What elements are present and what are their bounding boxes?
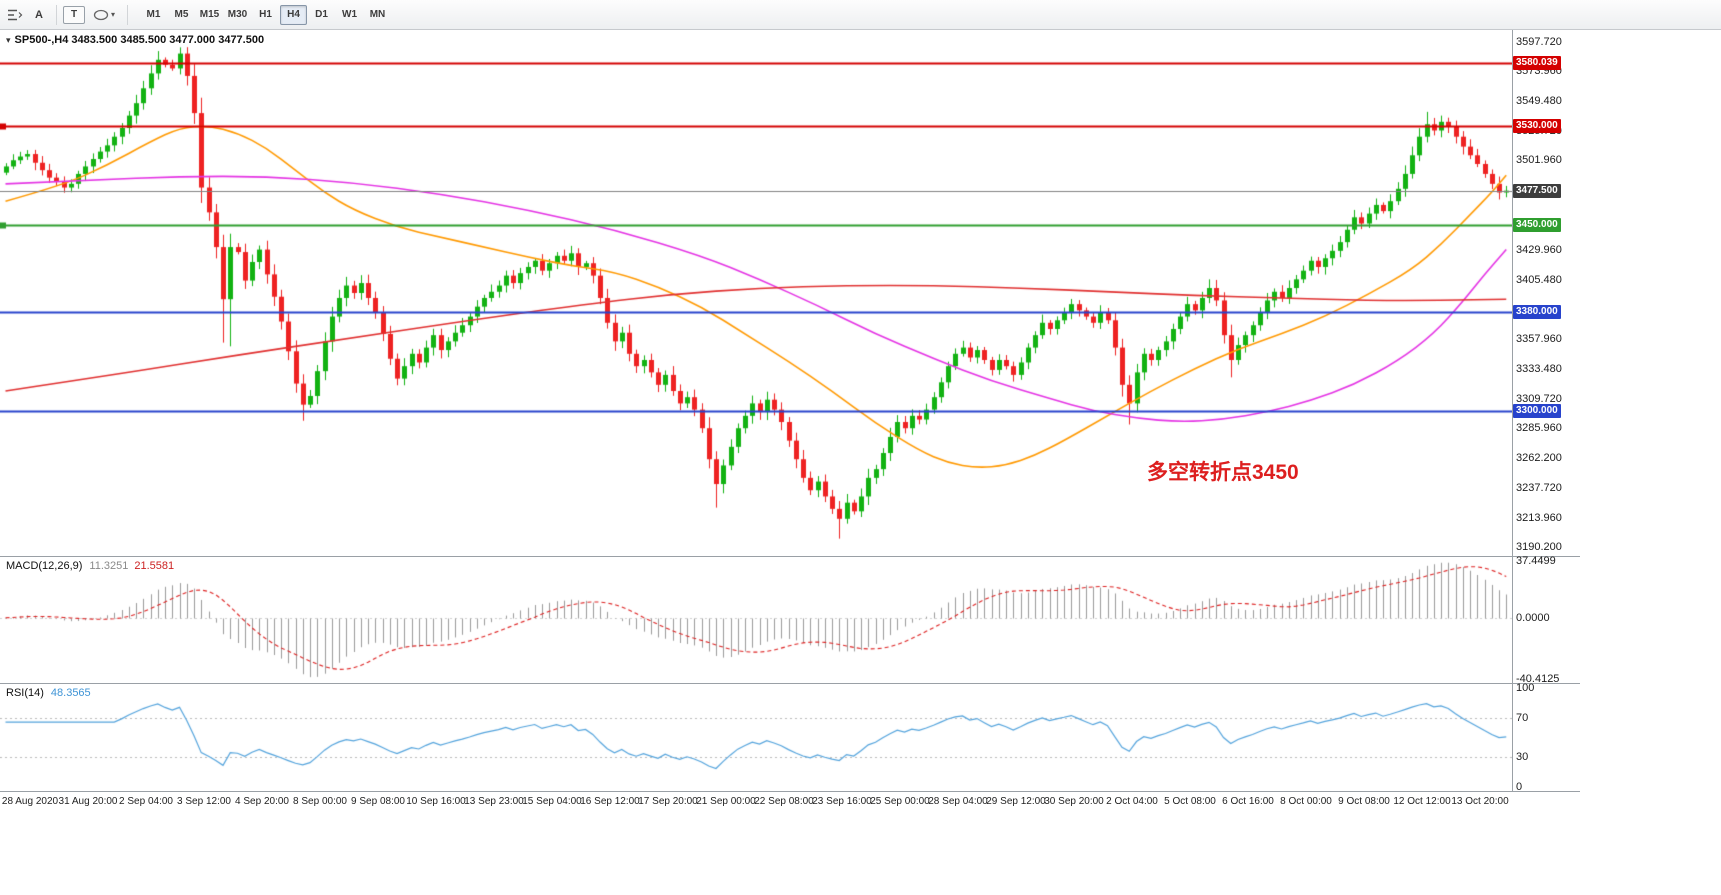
- time-axis-label: 8 Sep 00:00: [293, 796, 347, 807]
- macd-panel-canvas[interactable]: [0, 557, 1512, 683]
- time-axis-label: 2 Oct 04:00: [1106, 796, 1158, 807]
- time-axis-label: 8 Oct 00:00: [1280, 796, 1332, 807]
- time-axis-label: 6 Oct 16:00: [1222, 796, 1274, 807]
- hline-price-badge: 3530.000: [1513, 118, 1561, 133]
- macd-main-value: 11.3251: [89, 560, 129, 572]
- timeframe-h1-button[interactable]: H1: [259, 9, 272, 20]
- price-axis-label: 3597.720: [1516, 35, 1562, 48]
- timeframe-m30-button[interactable]: M30: [227, 9, 248, 20]
- main-chart-canvas[interactable]: [0, 30, 1512, 556]
- price-axis-label: 3309.720: [1516, 392, 1562, 405]
- macd-signal-value: 21.5581: [134, 560, 175, 572]
- price-axis-label: 3213.960: [1516, 511, 1562, 524]
- ellipse-shape-icon: [93, 9, 109, 20]
- time-axis-label: 17 Sep 20:00: [638, 796, 698, 807]
- price-axis-label: 30: [1516, 751, 1529, 764]
- price-axis-label: 3549.480: [1516, 95, 1562, 108]
- time-axis-label: 28 Sep 04:00: [928, 796, 988, 807]
- timeframe-d1-button[interactable]: D1: [315, 9, 328, 20]
- timeframe-m5-button[interactable]: M5: [174, 9, 189, 20]
- price-axis-label: 70: [1516, 711, 1529, 724]
- price-axis-label: 3357.960: [1516, 332, 1562, 345]
- timeframe-m15-button[interactable]: M15: [199, 9, 220, 20]
- chart-title-text: SP500-,H4 3483.500 3485.500 3477.000 347…: [14, 34, 265, 46]
- price-axis-label: 3429.960: [1516, 243, 1562, 256]
- time-axis[interactable]: 28 Aug 2020 31 Aug 20:00 2 Sep 04:00 3 Sep …: [0, 792, 1580, 816]
- time-axis-label: 13 Sep 23:00: [464, 796, 524, 807]
- toolbar: A T ▾ M1 M5 M15 M30 H1 H4 D1 W1 MN: [0, 0, 1721, 30]
- price-axis-label: 3237.720: [1516, 482, 1562, 495]
- price-axis-label: 3262.200: [1516, 451, 1562, 464]
- time-axis-label: 15 Sep 04:00: [522, 796, 582, 807]
- time-axis-label: 23 Sep 16:00: [812, 796, 872, 807]
- price-axis-label: -40.4125: [1516, 673, 1560, 685]
- chart-annotation-text[interactable]: 多空转折点3450: [1147, 461, 1299, 484]
- price-axis-label: 0: [1516, 781, 1523, 793]
- timeframe-m1-button[interactable]: M1: [146, 9, 161, 20]
- rsi-indicator-label: RSI(14) 48.3565: [6, 687, 91, 699]
- price-axis-label: 3501.960: [1516, 154, 1562, 167]
- price-axis-label: 37.4499: [1516, 555, 1556, 567]
- chart-window: ▾ SP500-,H4 3483.500 3485.500 3477.000 34…: [0, 30, 1580, 816]
- time-axis-label: 28 Aug 2020: [1, 796, 59, 807]
- chart-lines-icon: [8, 9, 23, 20]
- chart-title: ▾ SP500-,H4 3483.500 3485.500 3477.000 34…: [6, 34, 264, 46]
- collapse-triangle-icon[interactable]: ▾: [6, 35, 11, 45]
- time-axis-label: 2 Sep 04:00: [119, 796, 173, 807]
- price-axis-label: 0.0000: [1516, 611, 1550, 624]
- price-axis-label: 3285.960: [1516, 422, 1562, 435]
- rsi-panel-canvas[interactable]: [0, 684, 1512, 791]
- hline-price-badge: 3580.039: [1513, 56, 1561, 71]
- hline-price-badge: 3380.000: [1513, 304, 1561, 319]
- shapes-tool-button[interactable]: ▾: [87, 4, 121, 26]
- timeframe-toolbar: M1 M5 M15 M30 H1 H4 D1 W1 MN: [140, 4, 391, 25]
- time-axis-label: 22 Sep 08:00: [754, 796, 814, 807]
- time-axis-label: 3 Sep 12:00: [177, 796, 231, 807]
- time-axis-label: 13 Oct 20:00: [1451, 796, 1509, 807]
- rsi-label-text: RSI(14): [6, 687, 44, 699]
- current-price-badge: 3477.500: [1513, 183, 1561, 198]
- hline-price-badge: 3300.000: [1513, 403, 1561, 418]
- macd-indicator-label: MACD(12,26,9) 11.3251 21.5581: [6, 560, 174, 572]
- price-axis-label: 100: [1516, 682, 1535, 694]
- text-tool-button[interactable]: T: [63, 5, 85, 24]
- time-axis-label: 10 Sep 16:00: [406, 796, 466, 807]
- dropdown-caret-icon: ▾: [110, 10, 115, 19]
- time-axis-label: 29 Sep 12:00: [986, 796, 1046, 807]
- time-axis-label: 30 Sep 20:00: [1044, 796, 1104, 807]
- time-axis-label: 4 Sep 20:00: [235, 796, 289, 807]
- time-axis-label: 25 Sep 00:00: [870, 796, 930, 807]
- time-axis-label: 5 Oct 08:00: [1164, 796, 1216, 807]
- timeframe-h4-button[interactable]: H4: [280, 4, 307, 25]
- hline-price-badge: 3450.000: [1513, 217, 1561, 232]
- price-axis-label: 3333.480: [1516, 363, 1562, 376]
- toolbar-separator: [56, 4, 57, 25]
- toolbar-separator: [127, 4, 128, 25]
- annotation-tool-button[interactable]: A: [35, 8, 43, 21]
- price-axis-label: 3190.200: [1516, 541, 1562, 554]
- price-axis-label: 3405.480: [1516, 273, 1562, 286]
- rsi-value: 48.3565: [50, 687, 91, 699]
- panel-divider[interactable]: [0, 791, 1580, 792]
- time-axis-label: 12 Oct 12:00: [1393, 796, 1451, 807]
- chart-lines-button[interactable]: [4, 4, 26, 26]
- time-axis-label: 9 Sep 08:00: [351, 796, 405, 807]
- time-axis-label: 9 Oct 08:00: [1338, 796, 1390, 807]
- timeframe-mn-button[interactable]: MN: [369, 9, 386, 20]
- time-axis-label: 31 Aug 20:00: [58, 796, 118, 807]
- panel-divider[interactable]: [0, 556, 1580, 557]
- timeframe-w1-button[interactable]: W1: [342, 9, 357, 20]
- macd-label-text: MACD(12,26,9): [6, 560, 83, 572]
- time-axis-label: 16 Sep 12:00: [580, 796, 640, 807]
- time-axis-label: 21 Sep 00:00: [696, 796, 756, 807]
- panel-divider[interactable]: [0, 683, 1580, 684]
